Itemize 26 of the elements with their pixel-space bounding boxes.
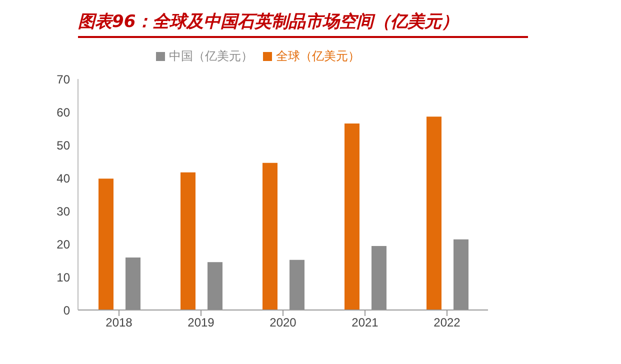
bar	[126, 258, 140, 310]
x-tick-label: 2018	[106, 316, 133, 330]
x-tick-label: 2022	[434, 316, 461, 330]
chart-title: 图表96：全球及中国石英制品市场空间（亿美元）	[78, 8, 528, 38]
bar	[344, 124, 360, 310]
bar	[454, 239, 468, 310]
y-tick-label: 30	[56, 204, 70, 218]
x-tick-label: 2019	[188, 316, 215, 330]
bar	[290, 260, 304, 310]
bar	[372, 246, 386, 310]
y-tick-label: 0	[63, 303, 70, 318]
bar	[426, 116, 442, 310]
y-tick-label: 40	[56, 171, 70, 186]
y-tick-label: 60	[56, 105, 70, 120]
y-tick-label: 10	[56, 270, 70, 284]
x-tick-label: 2020	[270, 316, 297, 330]
y-tick-label: 50	[56, 138, 70, 152]
y-tick-label: 70	[56, 72, 70, 86]
bar	[180, 172, 196, 310]
legend-label: 全球（亿美元）	[276, 49, 360, 63]
y-tick-label: 20	[56, 237, 70, 252]
bar	[208, 262, 222, 310]
x-tick-label: 2021	[352, 316, 379, 330]
bar	[98, 178, 114, 310]
legend-label: 中国（亿美元）	[169, 49, 253, 63]
bar	[262, 162, 278, 310]
